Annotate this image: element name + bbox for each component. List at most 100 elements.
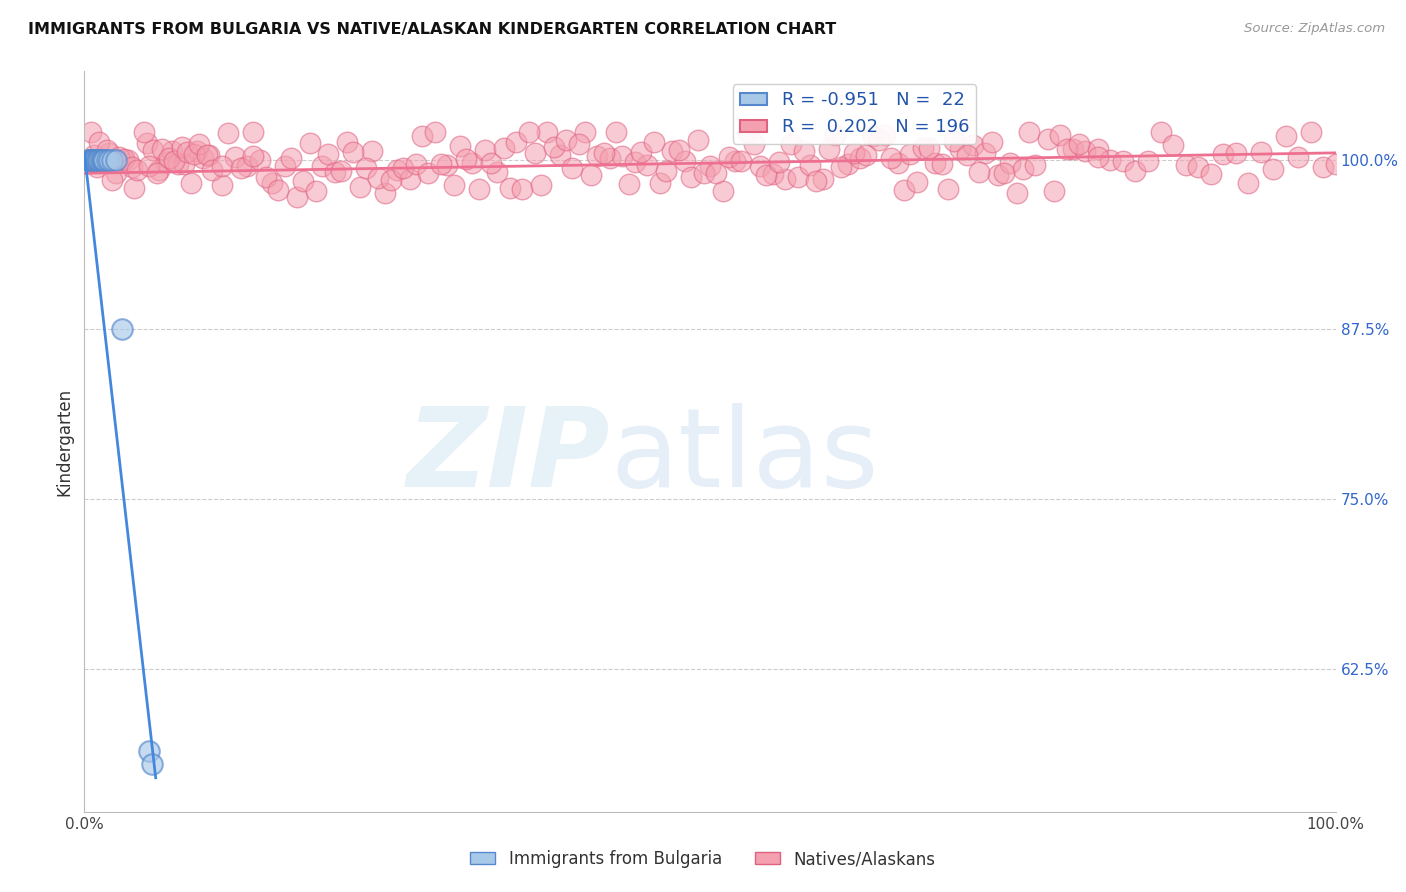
Point (668, 143, 690, 157)
Point (555, 133, 578, 147)
Point (77, 153, 100, 167)
Point (918, 141, 941, 155)
Point (454, 153, 477, 167)
Point (150, 142, 173, 156)
Point (96, 144, 118, 158)
Point (548, 148, 571, 162)
Point (449, 139, 471, 153)
Point (931, 157, 953, 171)
Point (505, 135, 527, 149)
Point (311, 160, 333, 174)
Point (183, 146, 205, 161)
Point (749, 159, 772, 173)
Point (91, 152, 114, 166)
Point (104, 153, 127, 167)
Point (1212, 146, 1234, 161)
Point (637, 158, 659, 172)
Point (329, 164, 352, 178)
Point (898, 147, 921, 161)
Point (699, 159, 721, 173)
Point (349, 179, 371, 194)
Point (474, 144, 496, 158)
Point (717, 149, 740, 163)
Point (617, 177, 640, 191)
Point (254, 170, 277, 185)
Point (818, 142, 841, 156)
Point (893, 183, 915, 197)
Point (336, 135, 359, 149)
Point (342, 145, 364, 159)
Point (148, 162, 170, 177)
Point (83, 153, 105, 167)
Point (974, 145, 997, 160)
Point (830, 161, 852, 175)
Point (173, 156, 195, 170)
Point (418, 166, 440, 180)
Point (82, 153, 104, 167)
Point (962, 138, 984, 153)
Point (318, 146, 340, 161)
Point (374, 186, 396, 201)
Point (87, 153, 110, 167)
Point (160, 145, 183, 159)
Point (905, 175, 928, 189)
Point (630, 145, 652, 159)
Point (1012, 162, 1035, 177)
Point (398, 172, 420, 186)
Point (280, 151, 302, 165)
Point (91, 153, 114, 167)
Point (159, 151, 181, 165)
Point (811, 172, 834, 186)
Point (1087, 142, 1109, 156)
Point (96, 153, 118, 167)
Point (84, 153, 107, 167)
Point (285, 190, 308, 204)
Point (592, 145, 614, 160)
Point (104, 165, 127, 179)
Point (648, 176, 671, 190)
Point (655, 164, 678, 178)
Point (155, 155, 177, 169)
Point (1225, 146, 1247, 161)
Point (323, 165, 346, 179)
Point (1018, 126, 1040, 140)
Point (711, 184, 734, 198)
Point (90, 153, 112, 167)
Point (911, 141, 934, 155)
Point (98, 146, 121, 161)
Point (530, 178, 553, 192)
Point (1024, 157, 1046, 171)
Point (83, 148, 105, 162)
Point (673, 154, 696, 169)
Point (837, 157, 859, 171)
Point (461, 155, 484, 169)
Point (773, 172, 796, 186)
Point (1099, 153, 1122, 167)
Point (1036, 131, 1059, 145)
Point (354, 161, 377, 176)
Point (967, 165, 990, 179)
Point (624, 154, 647, 169)
Point (305, 185, 328, 199)
Point (1087, 150, 1109, 164)
Point (579, 168, 602, 182)
Point (842, 146, 865, 161)
Point (780, 136, 803, 151)
Point (195, 148, 218, 162)
Point (217, 126, 239, 140)
Point (568, 136, 591, 151)
Point (112, 153, 135, 167)
Point (1005, 186, 1028, 201)
Point (730, 154, 752, 169)
Point (875, 128, 897, 143)
Point (292, 174, 315, 188)
Point (887, 156, 910, 170)
Text: IMMIGRANTS FROM BULGARIA VS NATIVE/ALASKAN KINDERGARTEN CORRELATION CHART: IMMIGRANTS FROM BULGARIA VS NATIVE/ALASK… (28, 22, 837, 37)
Point (101, 153, 124, 167)
Point (1263, 161, 1285, 176)
Point (86, 161, 108, 175)
Point (1312, 160, 1334, 174)
Point (224, 150, 246, 164)
Point (86, 153, 108, 167)
Point (762, 167, 785, 181)
